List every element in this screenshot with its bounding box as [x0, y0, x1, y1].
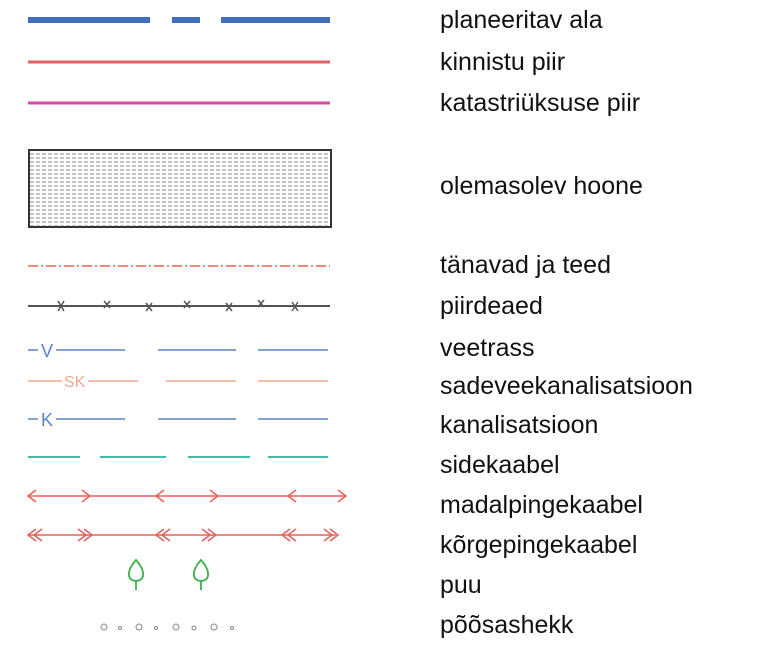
- tree-icon: [192, 558, 210, 590]
- legend-label-tree: puu: [440, 571, 482, 599]
- legend-label-water-pipe: veetrass: [440, 334, 535, 362]
- legend-label-existing-building: olemasolev hoone: [440, 172, 643, 200]
- hedge-symbol: [100, 623, 234, 631]
- low-voltage-cable-symbol: [26, 489, 348, 503]
- shrub-icon: [100, 623, 234, 631]
- storm-sewer-symbol: SK: [28, 374, 328, 391]
- legend-label-sewer: kanalisatsioon: [440, 411, 599, 439]
- legend-label-streets-roads: tänavad ja teed: [440, 251, 611, 279]
- existing-building-symbol: [28, 149, 332, 228]
- legend-label-low-voltage-cable: madalpingekaabel: [440, 491, 643, 519]
- legend-label-cadastral-boundary: katastriüksuse piir: [440, 89, 641, 117]
- legend-label-high-voltage-cable: kõrgepingekaabel: [440, 531, 638, 559]
- storm-sewer-symbol-letters: SK: [64, 374, 86, 391]
- water-pipe-symbol-letter: V: [41, 341, 53, 361]
- tree-icon: [127, 558, 145, 590]
- legend-label-fences: piirdeaed: [440, 292, 543, 320]
- sewer-symbol-letter: K: [41, 410, 53, 430]
- legend-label-storm-sewer: sadeveekanalisatsioon: [440, 372, 693, 400]
- water-pipe-symbol: V: [28, 341, 328, 361]
- fences-symbol: [28, 299, 330, 312]
- legend-label-property-boundary: kinnistu piir: [440, 48, 566, 76]
- sewer-symbol: K: [28, 410, 328, 430]
- high-voltage-cable-symbol: [26, 528, 340, 542]
- legend-label-comm-cable: sidekaabel: [440, 451, 560, 479]
- legend-label-hedge: põõsashekk: [440, 611, 574, 639]
- legend-label-planned-area: planeeritav ala: [440, 6, 603, 34]
- tree-symbol: [127, 558, 210, 590]
